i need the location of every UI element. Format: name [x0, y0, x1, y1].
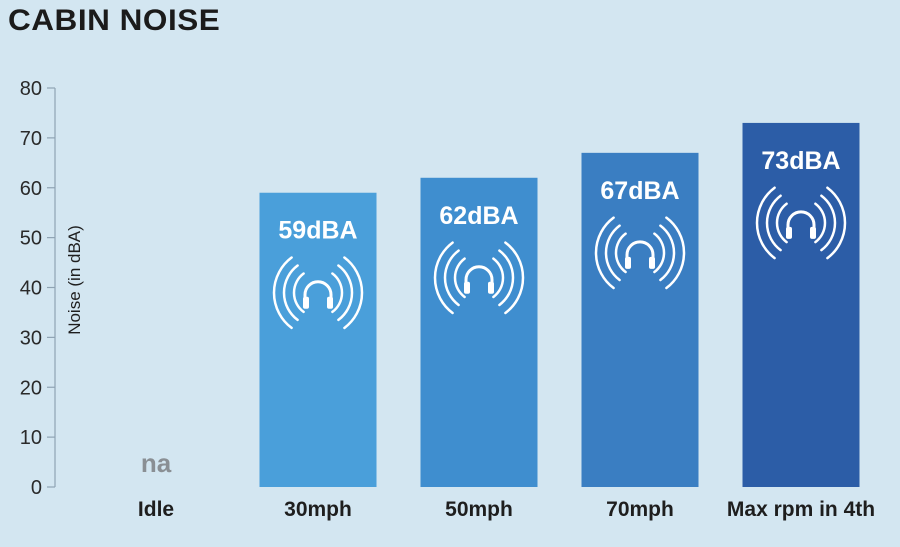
y-tick-label: 60 — [20, 178, 42, 200]
y-tick-label: 80 — [20, 78, 42, 100]
data-label: 59dBA — [278, 217, 357, 245]
data-label: 73dBA — [761, 147, 840, 175]
bar — [259, 192, 377, 488]
headphones-sound-waves-icon — [433, 241, 525, 315]
y-axis-label: Noise (in dBA) — [65, 225, 84, 335]
bar — [742, 122, 860, 487]
y-tick-label: 10 — [20, 427, 42, 449]
x-tick-label: Max rpm in 4th — [727, 498, 875, 521]
y-tick-label: 70 — [20, 128, 42, 150]
y-tick-label: 40 — [20, 278, 42, 300]
headphones-sound-waves-icon — [594, 216, 686, 290]
chart-title: CABIN NOISE — [8, 4, 221, 37]
x-tick-label: 70mph — [606, 498, 674, 521]
bar — [420, 177, 538, 487]
x-tick-label: Idle — [138, 498, 174, 521]
data-label: na — [141, 448, 172, 478]
headphones-sound-waves-icon — [272, 256, 364, 330]
y-tick-label: 50 — [20, 228, 42, 250]
y-tick-label: 20 — [20, 377, 42, 399]
headphones-sound-waves-icon — [755, 186, 847, 260]
y-tick-label: 30 — [20, 327, 42, 349]
y-tick-label: 0 — [31, 477, 42, 499]
data-label: 62dBA — [439, 202, 518, 230]
x-tick-label: 30mph — [284, 498, 352, 521]
x-tick-label: 50mph — [445, 498, 513, 521]
data-label: 67dBA — [600, 177, 679, 205]
bar — [581, 152, 699, 487]
